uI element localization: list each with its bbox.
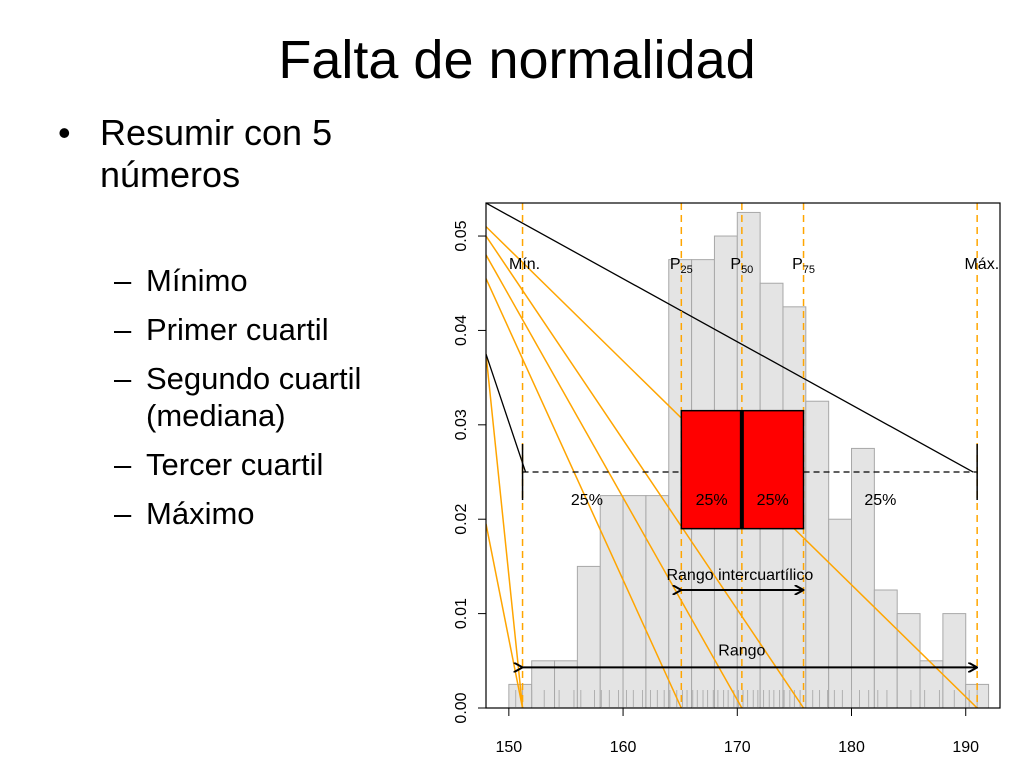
dash-icon: –: [114, 447, 132, 482]
x-tick-label: 170: [724, 739, 751, 756]
histogram-bar: [828, 518, 853, 709]
histogram-bar: [576, 565, 601, 709]
label-p50-text: P: [730, 256, 741, 273]
sub-bullet-item: – Tercer cuartil: [114, 446, 398, 483]
iqr-label: Rango intercuartílico: [666, 567, 813, 584]
x-tick-label: 180: [838, 739, 865, 756]
sub-bullet-item: – Mínimo: [114, 262, 398, 299]
label-min-text: Mín.: [509, 256, 540, 273]
sub-bullet-maximo: Máximo: [146, 496, 255, 531]
label-max-text: Máx.: [964, 256, 999, 273]
x-tick-label: 160: [610, 739, 637, 756]
bullet-dot-icon: •: [58, 112, 71, 153]
sub-bullet-item: – Máximo: [114, 495, 398, 532]
label-min: Mín.: [509, 256, 540, 273]
sub-bullet-tercer-cuartil: Tercer cuartil: [146, 447, 324, 482]
sub-bullet-list: – Mínimo – Primer cuartil – Segundo cuar…: [114, 262, 398, 532]
label-p75-text: P: [792, 256, 803, 273]
dash-icon: –: [114, 312, 132, 347]
label-p25-text: P: [670, 256, 681, 273]
plot-frame: [485, 202, 1001, 709]
percent-label: 25%: [864, 492, 896, 509]
dash-icon: –: [114, 496, 132, 531]
percent-label: 25%: [571, 492, 603, 509]
sub-bullet-primer-cuartil: Primer cuartil: [146, 312, 329, 347]
label-max: Máx.: [964, 256, 999, 273]
x-axis: 150 160 170 180 190: [495, 708, 979, 756]
label-p50-subscript: 50: [741, 264, 753, 276]
guide-line-min: [486, 353, 524, 708]
y-tick-label: 0.05: [453, 220, 470, 251]
sub-bullet-segundo-cuartil: Segundo cuartil (mediana): [146, 361, 362, 433]
histogram-bar: [645, 495, 670, 709]
label-p75: P75: [792, 256, 815, 276]
histogram-bar: [896, 613, 921, 709]
histogram-bar: [622, 495, 647, 709]
slant-line-max: [486, 203, 974, 473]
dash-icon: –: [114, 263, 132, 298]
percent-label: 25%: [696, 492, 728, 509]
x-tick-label: 190: [952, 739, 979, 756]
bullet-item: • Resumir con 5 números: [58, 112, 398, 196]
guide-lines: [486, 203, 978, 708]
label-p25-subscript: 25: [681, 264, 693, 276]
x-tick-label: 150: [495, 739, 522, 756]
y-tick-label: 0.03: [453, 409, 470, 440]
guide-line-p50: [486, 254, 743, 708]
sub-bullet-item: – Segundo cuartil (mediana): [114, 360, 398, 434]
label-p50: P50: [730, 256, 753, 276]
sub-bullet-minimo: Mínimo: [146, 263, 248, 298]
histogram-bar: [599, 495, 624, 709]
bullet-text: Resumir con 5 números: [100, 112, 333, 195]
percent-label: 25%: [757, 492, 789, 509]
y-axis: 0.00 0.01 0.02 0.03 0.04 0.05: [453, 220, 486, 724]
y-tick-label: 0.01: [453, 598, 470, 629]
range-label: Rango: [718, 642, 765, 659]
y-tick-label: 0.04: [453, 315, 470, 346]
sub-bullet-item: – Primer cuartil: [114, 311, 398, 348]
histogram-bar: [851, 447, 875, 709]
dash-icon: –: [114, 361, 132, 396]
y-tick-label: 0.00: [453, 692, 470, 723]
bullet-list: • Resumir con 5 números – Mínimo – Prime…: [58, 112, 398, 544]
label-p75-subscript: 75: [803, 264, 815, 276]
slant-line-min: [486, 353, 527, 473]
rug-ticks: [515, 690, 978, 707]
histogram-bar: [805, 400, 830, 709]
guide-line-p25: [486, 278, 683, 708]
guide-line-extra: [486, 523, 524, 708]
label-p25: P25: [670, 256, 693, 276]
slide-title: Falta de normalidad: [278, 30, 756, 90]
y-tick-label: 0.02: [453, 504, 470, 535]
